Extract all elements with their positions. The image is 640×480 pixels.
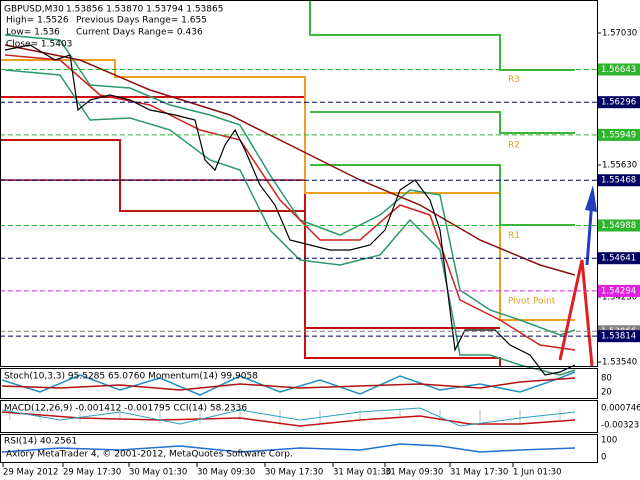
level-box [598,174,640,187]
momentum-line [1,377,576,391]
ma-fast [4,54,576,351]
level-name: Pivot Point [508,296,556,306]
frame [0,0,598,463]
time-label: 30 May 01:30 [129,468,187,478]
panel-axis-label: 0 [601,453,606,463]
panel-axes: 80 20 0.000746 -0.00323 100 0 [601,374,640,463]
cur-range: Current Days Range= 0.436 [76,28,203,38]
arrow-head [585,185,597,212]
level-box [598,252,640,265]
main-frame [0,0,598,367]
arrow [558,259,594,367]
step-line [0,139,500,329]
level-label: 1.56296 [601,98,636,108]
time-label: 31 May 17:30 [450,468,508,478]
panel-axis-label: 80 [601,374,612,384]
close: Close= 1.5403 [6,40,72,50]
stoch-line [1,371,576,396]
symbol: GBPUSD,M30 [4,5,64,15]
stoch-label: Stoch(10,3,3) 95.5285 65.0760 Momentum(1… [4,372,258,382]
level-name: R2 [508,140,520,150]
price-line [4,44,576,376]
time-label: 30 May 17:30 [265,468,323,478]
level-box [598,128,640,141]
price-label: 1.57030 [602,29,637,39]
level-box [598,96,640,109]
time-label: 30 May 09:30 [197,468,255,478]
levels: R3 R2 R1 Pivot Point [0,68,597,337]
footer: Axiory MetaTrader 4, © 2001-2012, MetaQu… [6,450,293,460]
rsi-line [1,443,576,453]
low: Low= 1.536 [6,28,60,38]
level-box [598,63,640,76]
macd-signal [1,411,576,427]
level-label: 1.54641 [601,254,636,264]
step-line [309,0,575,71]
level-label: 1.55468 [601,176,636,186]
step-line [310,111,575,134]
prev-range: Previous Days Range= 1.655 [76,16,207,26]
panel-axis-label: 20 [601,388,612,398]
price-axis: 1.57030 1.55630 1.54230 1.53540 1.56643 1.562… [597,29,640,368]
time-label: 31 May 01:30 [333,468,391,478]
time-label: 1 Jun 01:30 [513,468,562,478]
price-label: 1.54230 [602,292,637,302]
time-axis: 29 May 2012 29 May 17:30 30 May 01:30 30 Ma… [2,463,562,478]
panel-axis-label: 100 [601,436,617,446]
rsi-label: RSI(14) 40.2561 [4,437,77,447]
level-box [598,219,640,232]
time-label: 31 May 09:30 [385,468,443,478]
level-label: 1.56643 [601,65,636,75]
band-lower [4,69,576,376]
level-label: 1.54294 [601,286,636,296]
rsi-frame [0,434,598,463]
time-label: 29 May 17:30 [63,468,121,478]
level-box [598,284,640,297]
level-name: R3 [508,75,520,85]
macd-label: MACD(12,26,9) -0.001412 -0.001795 CCI(14… [4,404,247,414]
step-line [0,96,501,366]
ma-slow [4,44,576,276]
high: High= 1.5526 [6,16,69,26]
macd-frame [0,400,598,433]
cci-line [1,407,576,427]
level-label: 1.53814 [601,332,636,342]
price-label: 1.53540 [602,358,637,368]
level-box [598,330,640,343]
indicator-decor [1,371,576,453]
panel-axis-label: 0.000746 [601,404,640,414]
time-label: 29 May 2012 [3,468,58,478]
level-label: 1.55949 [601,130,636,140]
panel-axis-label: -0.00323 [601,421,639,431]
level-name: R1 [508,231,520,241]
band-upper [4,34,576,336]
ohlc: 1.53856 1.53870 1.53794 1.53865 [66,5,223,15]
stoch-frame [0,368,598,399]
level-label: 1.54988 [601,221,636,231]
price-label: 1.55630 [602,160,637,170]
